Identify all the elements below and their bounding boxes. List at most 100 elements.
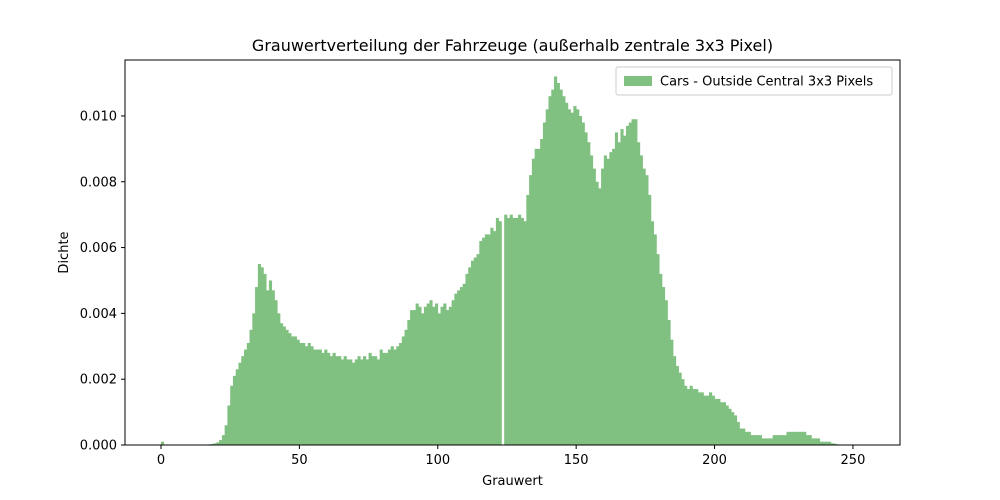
histogram-bar	[285, 329, 289, 445]
histogram-bar	[653, 234, 657, 445]
x-tick-label: 150	[564, 453, 589, 468]
histogram-bar	[725, 405, 729, 445]
histogram-bar	[216, 442, 220, 445]
histogram-bar	[717, 398, 721, 445]
histogram-bar	[769, 438, 774, 445]
histogram-bar	[625, 125, 630, 445]
histogram-bar	[750, 435, 754, 445]
histogram-bar	[756, 435, 760, 445]
histogram-bar	[465, 273, 469, 445]
histogram-bar	[753, 435, 757, 445]
histogram-bar	[227, 405, 231, 445]
y-tick-label: 0.004	[80, 307, 117, 322]
histogram-bar	[371, 356, 375, 445]
histogram-bar	[518, 214, 522, 445]
histogram-bar	[686, 389, 690, 445]
histogram-bar	[578, 115, 583, 445]
histogram-bar	[263, 273, 267, 445]
histogram-bar	[811, 438, 815, 445]
histogram-bar	[587, 142, 591, 445]
histogram-bar	[772, 435, 776, 445]
histogram-bar	[529, 175, 533, 446]
histogram-bar	[482, 237, 486, 445]
histogram-bar	[310, 346, 314, 445]
histogram-bar	[720, 402, 724, 445]
histogram-bar	[592, 168, 596, 445]
histogram-bar	[268, 280, 273, 445]
histogram-bar	[562, 96, 566, 445]
histogram-bar	[349, 359, 353, 445]
histogram-bar	[412, 310, 416, 445]
histogram-bar	[376, 359, 380, 445]
histogram-bar	[426, 303, 430, 445]
histogram-bar	[673, 356, 677, 445]
histogram-bar	[695, 389, 699, 445]
histogram-bar	[410, 310, 414, 445]
histogram-bar	[343, 356, 347, 445]
histogram-bar	[722, 402, 726, 445]
histogram-bar	[401, 336, 405, 445]
histogram-bar	[692, 389, 696, 445]
histogram-bar	[520, 217, 524, 445]
histogram-bar	[573, 106, 577, 445]
histogram-bar	[296, 339, 300, 445]
histogram-bar	[814, 438, 818, 445]
histogram-bar	[318, 349, 322, 445]
histogram-bar	[639, 155, 643, 445]
histogram-bar	[504, 214, 508, 445]
histogram-bar	[393, 349, 397, 445]
histogram-bar	[778, 435, 782, 445]
histogram-bar	[509, 214, 513, 445]
histogram-bar	[274, 300, 278, 445]
histogram-bar	[446, 310, 450, 445]
histogram-bar	[291, 336, 295, 445]
histogram-bar	[346, 359, 350, 445]
histogram-bar	[606, 158, 610, 445]
histogram-bar	[454, 293, 458, 445]
histogram-bar	[329, 356, 333, 445]
histogram-bar	[374, 356, 378, 445]
histogram-bar	[706, 395, 710, 445]
histogram-bar	[670, 339, 674, 445]
legend-entry: Cars - Outside Central 3x3 Pixels	[660, 75, 873, 90]
histogram-bar	[709, 392, 713, 445]
histogram-bar	[246, 342, 250, 445]
histogram-bar	[304, 346, 309, 445]
histogram-bar	[745, 431, 749, 445]
histogram-bar	[415, 303, 419, 445]
bars-layer	[160, 76, 843, 446]
histogram-bar	[780, 435, 785, 445]
histogram-bar	[235, 369, 239, 445]
histogram-bar	[794, 431, 798, 445]
histogram-bar	[628, 122, 632, 446]
histogram-bar	[399, 342, 403, 445]
y-tick-label: 0.006	[80, 241, 117, 256]
histogram-bar	[479, 240, 483, 445]
histogram-bar	[423, 306, 428, 445]
histogram-bar	[443, 303, 447, 445]
histogram-bar	[315, 349, 320, 445]
histogram-bar	[244, 349, 248, 445]
histogram-bar	[545, 109, 549, 446]
histogram-bar	[797, 431, 801, 445]
histogram-bar	[681, 379, 685, 445]
histogram-bar	[385, 352, 389, 445]
histogram-bar	[789, 431, 793, 445]
histogram-bar	[808, 435, 812, 445]
histogram-bar	[221, 435, 225, 445]
histogram-bar	[307, 342, 311, 445]
plot-frame	[124, 59, 901, 446]
y-tick-label: 0.008	[80, 175, 117, 190]
x-tick-label: 50	[291, 453, 308, 468]
histogram-bar	[819, 441, 823, 445]
x-tick-label: 200	[702, 453, 727, 468]
histogram-bar	[365, 359, 369, 445]
histogram-bar	[321, 352, 325, 445]
histogram-bar	[523, 221, 527, 445]
histogram-bar	[462, 283, 466, 445]
histogram-bar	[833, 443, 837, 445]
histogram-bar	[473, 257, 477, 445]
histogram-bar	[567, 109, 571, 446]
y-axis: 0.000 0.002 0.004 0.006 0.008 0.010	[80, 109, 125, 454]
histogram-bar	[418, 306, 422, 445]
